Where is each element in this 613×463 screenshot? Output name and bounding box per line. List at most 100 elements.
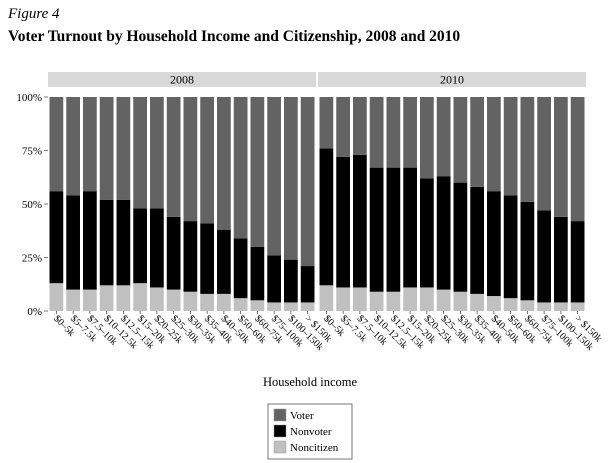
bar-segment-voter: [369, 97, 384, 168]
bar-segment-noncitizen: [133, 283, 147, 311]
legend-swatch-noncitizen: [273, 440, 287, 454]
y-tick-label: 25%: [22, 253, 42, 265]
x-axis-title: Household income: [263, 375, 358, 389]
y-tick-label: 50%: [22, 199, 42, 211]
bar-segment-voter: [570, 97, 585, 222]
bar-segment-noncitizen: [470, 293, 484, 311]
bar-segment-nonvoter: [554, 216, 568, 303]
bar-segment-voter: [150, 97, 164, 209]
bar-segment-voter: [183, 97, 198, 222]
bar-segment-noncitizen: [403, 287, 417, 311]
bar-segment-nonvoter: [99, 199, 114, 286]
bar-segment-voter: [420, 97, 434, 179]
facet-strip-label: 2008: [170, 73, 194, 87]
bar-segment-noncitizen: [183, 291, 198, 311]
bar-segment-noncitizen: [353, 287, 367, 311]
bar-segment-nonvoter: [503, 195, 518, 299]
bar-segment-voter: [166, 97, 181, 217]
bar-segment-nonvoter: [369, 167, 384, 292]
bar-segment-nonvoter: [200, 223, 214, 294]
bar-segment-nonvoter: [284, 259, 298, 303]
bar-segment-voter: [217, 97, 231, 230]
bar-segment-voter: [133, 97, 147, 209]
bar-segment-nonvoter: [436, 176, 451, 290]
bar-segment-noncitizen: [554, 302, 568, 311]
bar-segment-nonvoter: [353, 154, 367, 288]
bar-segment-nonvoter: [166, 216, 181, 290]
facet-strip: [318, 72, 586, 87]
bar-segment-nonvoter: [520, 201, 535, 301]
bar-segment-nonvoter: [470, 186, 484, 294]
bar-segment-voter: [319, 97, 334, 149]
bar-segment-nonvoter: [570, 221, 585, 303]
bar-segment-voter: [554, 97, 568, 217]
bar-segment-voter: [49, 97, 64, 192]
bar-segment-voter: [470, 97, 484, 187]
bar-segment-noncitizen: [300, 302, 315, 311]
legend-swatch-voter: [273, 408, 287, 422]
legend: Voter Nonvoter Noncitizen: [267, 403, 353, 460]
legend-label-voter: Voter: [290, 410, 314, 422]
bar-segment-noncitizen: [150, 287, 164, 311]
bar-segment-nonvoter: [150, 208, 164, 288]
bar-segment-noncitizen: [369, 291, 384, 311]
bar-segment-voter: [116, 97, 131, 200]
bar-segment-noncitizen: [520, 300, 535, 311]
bar-segment-voter: [233, 97, 248, 239]
bar-segment-voter: [353, 97, 367, 155]
bar-segment-noncitizen: [537, 302, 551, 311]
facet-strip-label: 2010: [440, 73, 464, 87]
bar-segment-nonvoter: [386, 167, 401, 292]
bar-segment-voter: [300, 97, 315, 267]
bar-segment-noncitizen: [487, 296, 501, 311]
facet-panel-2010: 2010$0–5k$5–7.5k$7.5–10k$10–12.5k$12.5–1…: [318, 72, 604, 353]
bar-segment-nonvoter: [183, 221, 198, 292]
bar-segment-voter: [250, 97, 265, 247]
bar-segment-noncitizen: [453, 291, 468, 311]
bar-segment-voter: [453, 97, 468, 183]
bar-segment-voter: [520, 97, 535, 202]
bar-segment-noncitizen: [116, 285, 131, 311]
bar-segment-voter: [336, 97, 350, 157]
bar-segment-voter: [200, 97, 214, 224]
bar-segment-noncitizen: [83, 289, 97, 311]
bar-segment-voter: [66, 97, 80, 196]
bar-segment-voter: [83, 97, 97, 192]
y-tick-label: 100%: [16, 92, 42, 104]
y-tick-label: 0%: [27, 306, 42, 318]
bar-segment-nonvoter: [420, 178, 434, 288]
bar-segment-voter: [267, 97, 281, 256]
bar-segment-nonvoter: [300, 266, 315, 303]
bar-segment-nonvoter: [217, 229, 231, 294]
bar-segment-nonvoter: [319, 148, 334, 286]
bar-segment-nonvoter: [133, 208, 147, 284]
legend-swatch-nonvoter: [273, 424, 287, 438]
bar-segment-voter: [99, 97, 114, 200]
legend-label-nonvoter: Nonvoter: [290, 426, 332, 438]
bar-segment-noncitizen: [420, 287, 434, 311]
bar-segment-noncitizen: [217, 293, 231, 311]
bar-segment-noncitizen: [166, 289, 181, 311]
bar-segment-nonvoter: [233, 238, 248, 299]
bar-segment-nonvoter: [537, 210, 551, 303]
bar-segment-voter: [403, 97, 417, 168]
bar-segment-voter: [436, 97, 451, 177]
bar-segment-nonvoter: [403, 167, 417, 288]
bar-segment-noncitizen: [49, 283, 64, 311]
bar-segment-voter: [537, 97, 551, 211]
bar-segment-nonvoter: [487, 191, 501, 297]
bar-segment-noncitizen: [570, 302, 585, 311]
facet-panels: 2008$0–5k$5–7.5k$7.5–10k$10–12.5k$12.5–1…: [48, 72, 604, 353]
bar-segment-noncitizen: [436, 289, 451, 311]
bar-segment-nonvoter: [116, 199, 131, 286]
bar-segment-noncitizen: [386, 291, 401, 311]
figure-label: Figure 4: [8, 6, 60, 22]
bar-segment-voter: [386, 97, 401, 168]
bar-segment-voter: [503, 97, 518, 196]
bar-segment-noncitizen: [99, 285, 114, 311]
bar-segment-noncitizen: [200, 293, 214, 311]
bar-segment-voter: [284, 97, 298, 260]
bar-segment-noncitizen: [66, 289, 80, 311]
bar-segment-noncitizen: [267, 302, 281, 311]
